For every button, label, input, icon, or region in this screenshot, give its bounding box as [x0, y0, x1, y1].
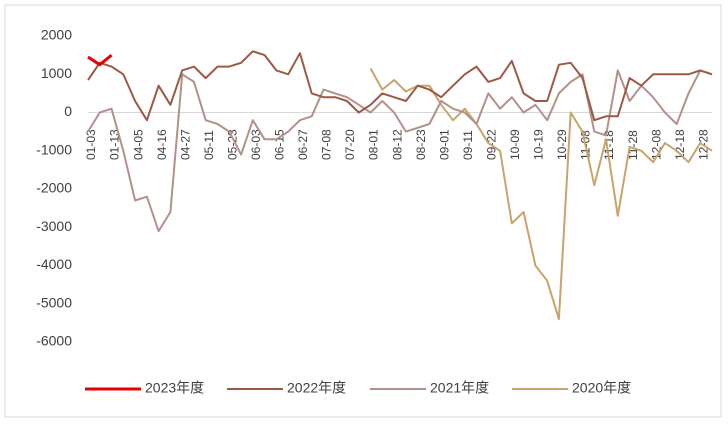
x-tick-label: 09-01 — [437, 129, 451, 160]
x-tick-label: 05-11 — [202, 130, 216, 160]
series-line — [87, 69, 713, 233]
y-tick-label: -4000 — [36, 256, 72, 272]
x-tick-label: 11-18 — [602, 130, 616, 160]
legend-label: 2022年度 — [287, 380, 346, 396]
x-tick-label: 10-09 — [508, 129, 522, 160]
x-tick-label: 08-01 — [367, 129, 381, 160]
x-tick-label: 01-03 — [84, 129, 98, 160]
x-tick-label: 10-19 — [532, 129, 546, 160]
x-tick-label: 06-27 — [296, 129, 310, 160]
x-tick-label: 12-18 — [673, 129, 687, 160]
x-tick-label: 06-15 — [273, 129, 287, 160]
y-tick-label: 0 — [64, 103, 72, 119]
y-tick-label: -3000 — [36, 218, 72, 234]
y-tick-label: -5000 — [36, 294, 72, 310]
legend-label: 2021年度 — [430, 380, 489, 396]
x-tick-label: 08-23 — [414, 129, 428, 160]
y-tick-label: 2000 — [41, 27, 72, 43]
x-tick-label: 04-16 — [155, 129, 169, 160]
x-tick-label: 07-08 — [320, 129, 334, 160]
series-line — [369, 68, 713, 321]
x-tick-label: 05-23 — [225, 129, 239, 160]
series-line — [87, 50, 713, 122]
x-tick-label: 08-12 — [390, 129, 404, 160]
legend-label: 2023年度 — [145, 380, 204, 396]
y-tick-label: 1000 — [41, 65, 72, 81]
x-tick-label: 09-11 — [461, 130, 475, 160]
legend-label: 2020年度 — [572, 380, 631, 396]
x-tick-label: 06-03 — [249, 129, 263, 160]
x-tick-label: 07-20 — [343, 129, 357, 160]
y-tick-label: -6000 — [36, 333, 72, 349]
x-tick-label: 10-29 — [555, 129, 569, 160]
y-tick-label: -2000 — [36, 180, 72, 196]
series-line — [87, 53, 113, 67]
x-tick-label: 04-05 — [131, 129, 145, 160]
x-tick-label: 01-13 — [108, 129, 122, 160]
x-tick-label: 04-27 — [178, 129, 192, 160]
chart-frame — [4, 4, 722, 418]
y-tick-label: -1000 — [36, 141, 72, 157]
